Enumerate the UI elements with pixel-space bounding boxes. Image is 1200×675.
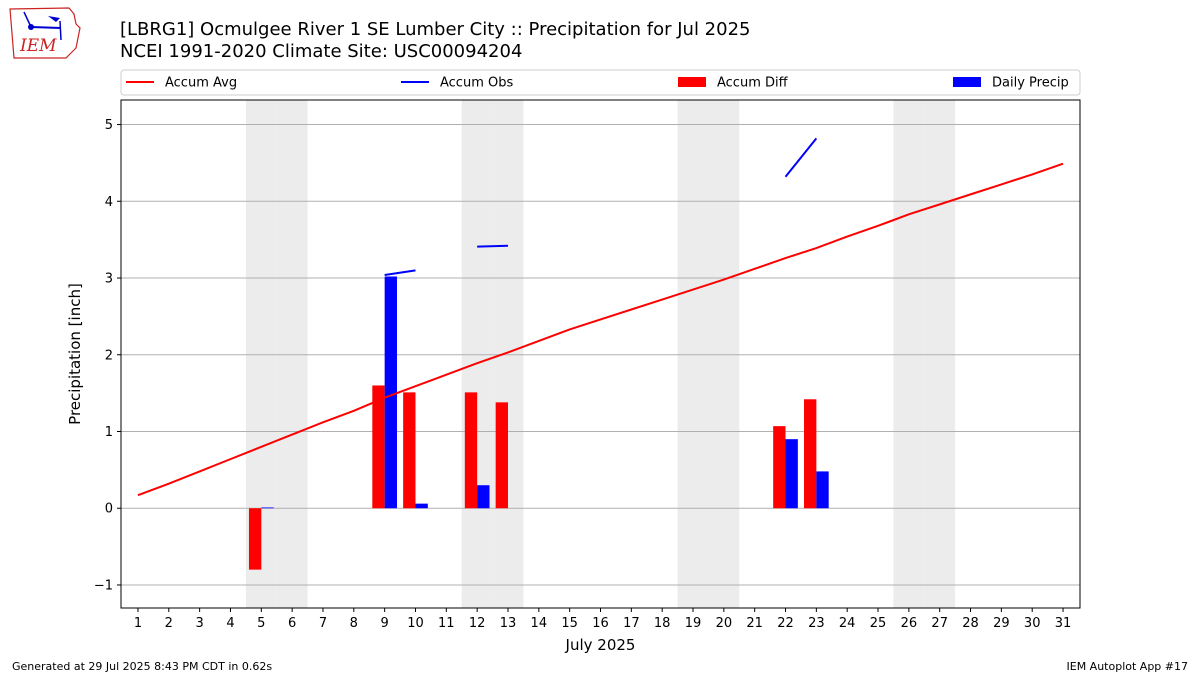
x-tick-label: 30 (1024, 616, 1041, 631)
accum-diff-bar (403, 392, 416, 509)
x-tick-label: 8 (350, 616, 358, 631)
logo-text: IEM (19, 36, 57, 56)
weekend-band (461, 100, 493, 608)
accum-diff-bar (464, 392, 478, 509)
x-tick-label: 26 (901, 616, 918, 631)
y-tick-label: 5 (105, 118, 113, 133)
x-tick-label: 10 (407, 616, 424, 631)
accum-diff-bar (495, 402, 508, 509)
y-axis-ticks: −1 0 1 2 3 4 5 (94, 118, 121, 593)
y-tick-label: −1 (94, 578, 113, 593)
legend-bar-swatch (678, 77, 706, 87)
legend-bar-swatch (953, 77, 981, 87)
y-tick-label: 3 (105, 272, 113, 287)
legend-label: Accum Obs (440, 76, 513, 91)
legend-box (120, 69, 1081, 96)
bars (248, 276, 829, 570)
chart-title: [LBRG1] Ocmulgee River 1 SE Lumber City … (120, 19, 750, 40)
y-tick-label: 4 (105, 195, 113, 210)
x-tick-label: 7 (319, 616, 327, 631)
lines (137, 137, 1064, 497)
daily-precip-bar (384, 276, 397, 509)
chart-subtitle: NCEI 1991-2020 Climate Site: USC00094204 (120, 41, 522, 62)
y-tick-label: 0 (105, 502, 113, 517)
x-tick-label: 6 (288, 616, 296, 631)
x-tick-label: 20 (716, 616, 733, 631)
x-tick-label: 1 (134, 616, 142, 631)
x-tick-label: 16 (592, 616, 609, 631)
x-tick-label: 5 (257, 616, 265, 631)
x-tick-label: 28 (962, 616, 979, 631)
x-tick-label: 18 (654, 616, 671, 631)
x-tick-label: 25 (870, 616, 887, 631)
accum-avg-line (137, 162, 1064, 497)
accum-diff-bar (773, 426, 786, 509)
y-axis-label: Precipitation [inch] (66, 283, 84, 425)
x-tick-label: 12 (469, 616, 486, 631)
x-tick-label: 11 (438, 616, 455, 631)
accum-diff-bar (248, 508, 262, 570)
y-tick-label: 2 (105, 348, 113, 363)
x-axis-label: July 2025 (565, 636, 636, 654)
footer-app: IEM Autoplot App #17 (1067, 660, 1189, 673)
daily-precip-bar (415, 503, 428, 509)
weekend-band (893, 100, 925, 608)
weekend-band (708, 100, 740, 608)
x-tick-label: 14 (531, 616, 548, 631)
x-tick-label: 2 (165, 616, 173, 631)
x-tick-label: 23 (808, 616, 825, 631)
y-tick-label: 1 (105, 425, 113, 440)
x-tick-label: 31 (1055, 616, 1072, 631)
x-tick-label: 15 (561, 616, 578, 631)
iem-logo: IEM (9, 7, 81, 59)
x-tick-label: 4 (226, 616, 234, 631)
accum-obs-segment (384, 269, 416, 276)
daily-precip-bar (477, 485, 490, 509)
accum-diff-bar (804, 399, 817, 509)
legend: Accum Avg Accum Obs Accum Diff Daily Precip (120, 69, 1081, 96)
accum-diff-bar (372, 385, 385, 509)
weekend-band (924, 100, 956, 608)
weekend-band (276, 100, 308, 608)
accum-obs-segment (477, 244, 509, 248)
x-tick-label: 22 (777, 616, 794, 631)
daily-precip-bar (816, 471, 829, 509)
x-tick-label: 21 (746, 616, 763, 631)
daily-precip-bar (785, 439, 798, 509)
weekend-band (677, 100, 709, 608)
x-tick-label: 13 (500, 616, 517, 631)
y-gridlines (121, 124, 1080, 586)
weekend-shading (245, 100, 956, 608)
x-tick-label: 24 (839, 616, 856, 631)
x-axis-ticks: 1 2 3 4 5 6 7 8 9 10 11 12 13 14 15 16 17 18 19 20 21 22 23 24 2… (134, 608, 1071, 631)
x-tick-label: 27 (931, 616, 948, 631)
legend-label: Accum Diff (717, 76, 789, 91)
x-tick-label: 29 (993, 616, 1010, 631)
x-tick-label: 19 (685, 616, 702, 631)
footer-generated: Generated at 29 Jul 2025 8:43 PM CDT in … (12, 660, 272, 673)
x-tick-label: 9 (381, 616, 389, 631)
legend-label: Daily Precip (992, 76, 1069, 91)
weekend-band (492, 100, 524, 608)
legend-label: Accum Avg (165, 76, 237, 91)
accum-obs-segment (784, 137, 818, 178)
x-tick-label: 3 (195, 616, 203, 631)
x-tick-label: 17 (623, 616, 640, 631)
daily-precip-bar (261, 507, 274, 509)
